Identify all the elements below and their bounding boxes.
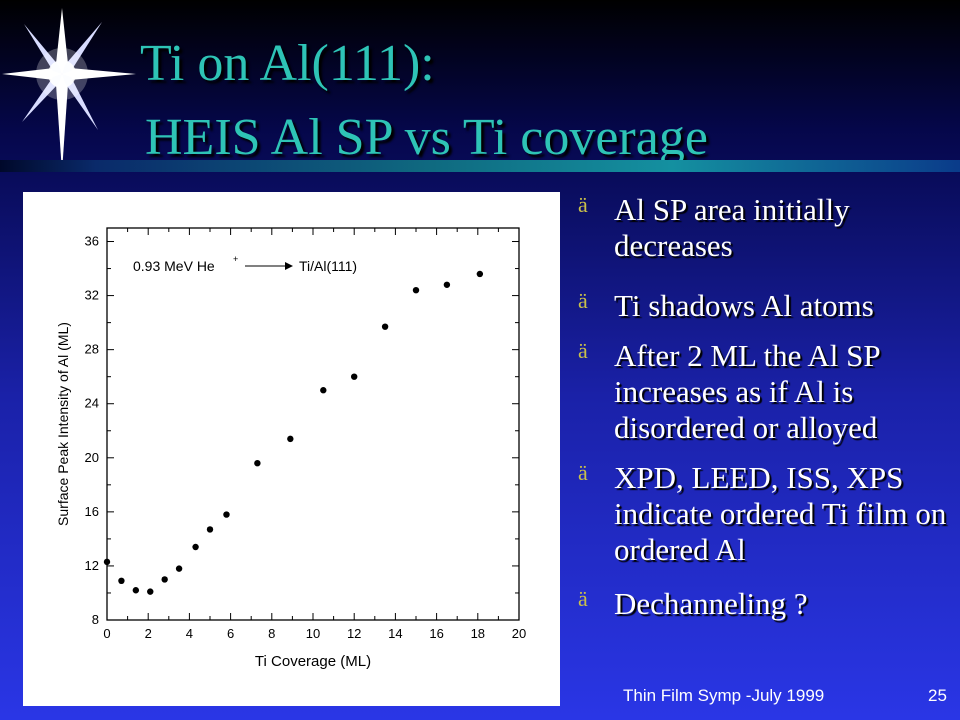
x-tick-label: 6 [227, 626, 234, 641]
bullet-marker-icon: ä [578, 338, 588, 363]
x-tick-label: 18 [471, 626, 485, 641]
data-point [175, 565, 183, 572]
y-tick-label: 24 [85, 396, 99, 411]
bullet-marker-icon: ä [578, 192, 588, 217]
data-point [476, 270, 484, 278]
data-point [412, 286, 420, 294]
bullet-marker-icon: ä [578, 288, 588, 313]
y-tick-label: 8 [92, 612, 99, 627]
footer-text: Thin Film Symp -July 1999 [623, 686, 825, 705]
data-point [381, 323, 389, 330]
bullet-list: ä Al SP area initially decreases ä Ti sh… [578, 188, 950, 622]
bullet-item: ä Ti shadows Al atoms [578, 288, 950, 324]
y-tick-label: 28 [85, 342, 99, 357]
data-point [161, 576, 168, 583]
data-point [103, 558, 111, 566]
data-point [320, 387, 327, 394]
bullet-text: Ti shadows Al atoms [614, 288, 874, 323]
x-tick-label: 16 [429, 626, 443, 641]
data-point [223, 511, 230, 518]
title-underline-bar [0, 160, 960, 172]
annotation-superscript: + [233, 254, 238, 264]
data-point [443, 281, 451, 288]
y-axis-label: Surface Peak Intensity of Al (ML) [55, 322, 71, 526]
plot-frame [106, 227, 520, 621]
data-point [147, 588, 154, 595]
x-tick-label: 2 [145, 626, 152, 641]
bullet-marker-icon: ä [578, 586, 588, 611]
chart-panel: 0 2 4 6 8 10 12 14 16 18 20 8 12 16 20 24 28 32 36 0.93 Me… [23, 192, 560, 706]
bullet-text: XPD, LEED, ISS, XPS indicate ordered Ti … [614, 460, 947, 567]
bullet-item: ä XPD, LEED, ISS, XPS indicate ordered T… [578, 460, 950, 568]
slide-title-line-2: HEIS Al SP vs Ti coverage [145, 109, 708, 166]
y-tick-label: 20 [85, 450, 99, 465]
x-tick-label: 0 [103, 626, 110, 641]
y-tick-label: 16 [85, 504, 99, 519]
bullet-text: Dechanneling ? [614, 586, 808, 621]
x-tick-label: 12 [347, 626, 361, 641]
x-tick-label: 14 [388, 626, 402, 641]
starburst-icon [2, 8, 136, 172]
x-tick-label: 4 [186, 626, 193, 641]
slide-title-line-1: Ti on Al(111): [140, 35, 435, 92]
x-tick-label: 8 [268, 626, 275, 641]
slide-number: 25 [928, 686, 947, 705]
x-axis-label: Ti Coverage (ML) [255, 653, 371, 670]
data-point [206, 526, 214, 533]
x-tick-label: 10 [306, 626, 320, 641]
annotation-arrow-head [285, 262, 293, 270]
annotation-target: Ti/Al(111) [299, 258, 357, 274]
bullet-item: ä Al SP area initially decreases [578, 192, 950, 264]
y-tick-label: 12 [85, 558, 99, 573]
bullet-marker-icon: ä [578, 460, 588, 485]
bullet-item: ä Dechanneling ? [578, 586, 950, 622]
y-tick-label: 32 [85, 288, 99, 303]
data-point [287, 435, 294, 443]
x-tick-label: 20 [512, 626, 526, 641]
bullet-text: After 2 ML the Al SP increases as if Al … [614, 338, 880, 445]
data-point [254, 460, 261, 467]
annotation-beam: 0.93 MeV He [133, 258, 215, 274]
data-point [192, 543, 199, 551]
data-point [132, 587, 140, 594]
bullet-text: Al SP area initially decreases [614, 192, 850, 263]
data-point [351, 373, 358, 380]
y-tick-label: 36 [85, 234, 99, 249]
data-point [118, 577, 125, 584]
bullet-item: ä After 2 ML the Al SP increases as if A… [578, 338, 950, 446]
